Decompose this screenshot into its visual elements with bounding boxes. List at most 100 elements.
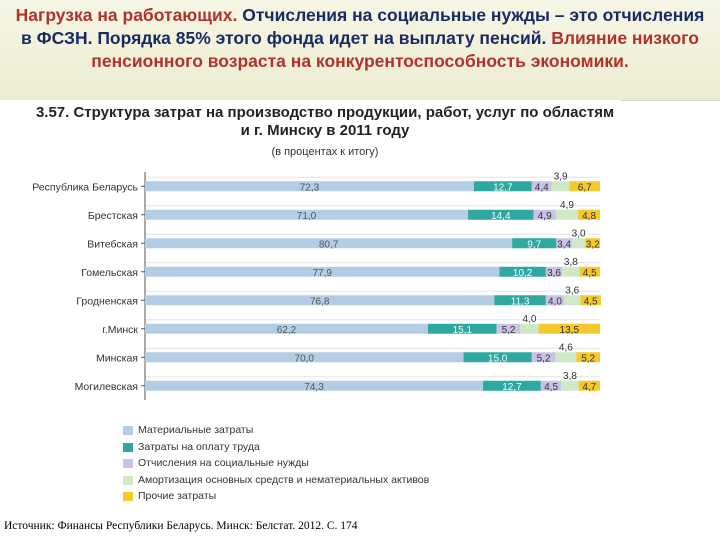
bar-segment [468, 209, 534, 220]
data-label: 80,7 [319, 239, 339, 250]
data-label: 3,8 [563, 371, 577, 382]
data-label: 4,9 [560, 200, 574, 211]
slide-header [0, 0, 720, 101]
data-label: 72,3 [300, 182, 320, 193]
bar-segment [428, 323, 497, 334]
bar-segment [538, 323, 600, 334]
bar-segment [571, 238, 586, 249]
bar-segment [545, 266, 563, 277]
legend-item: Затраты на оплату труда [123, 439, 543, 456]
bar-segment [578, 380, 600, 391]
legend-swatch [123, 442, 133, 452]
bar-segment [494, 295, 546, 306]
chart-title: 3.57. Структура затрат на производство п… [35, 104, 615, 139]
bar-segment [512, 238, 557, 249]
data-label: 4,6 [559, 342, 573, 353]
category-label: Витебская [87, 238, 138, 250]
data-label: 4,9 [538, 211, 552, 222]
bar-segment [545, 295, 565, 306]
bar-segment [551, 181, 570, 192]
bar-segment [520, 323, 539, 334]
category-label: Брестская [88, 210, 138, 222]
legend-swatch [123, 475, 133, 485]
data-label: 3,4 [557, 239, 571, 250]
bar-segment [533, 209, 556, 220]
category-label: Могилевская [75, 381, 138, 393]
bar-segment [562, 266, 580, 277]
data-label: 9,7 [527, 239, 541, 250]
bar-segment [531, 181, 552, 192]
bar-segment [145, 266, 500, 277]
bar-segment [561, 380, 579, 391]
bar-segment [483, 380, 541, 391]
data-label: 14,4 [491, 211, 511, 222]
bar-segment [499, 266, 546, 277]
bar-segment [580, 295, 601, 306]
bar-segment [569, 181, 600, 192]
chart-panel [0, 100, 620, 518]
data-label: 5,2 [581, 353, 595, 364]
legend-item: Отчисления на социальные нужды [123, 455, 543, 472]
bar-segment [145, 238, 513, 249]
data-label: 5,2 [502, 325, 516, 336]
data-label: 3,9 [554, 171, 568, 182]
data-label: 6,7 [578, 182, 592, 193]
data-label: 3,8 [564, 257, 578, 268]
bar-segment [496, 323, 521, 334]
data-label: 62,2 [277, 325, 297, 336]
category-label: Минская [96, 352, 138, 364]
bar-segment [576, 352, 600, 363]
slide-title-tail: Влияние низкого пенсионного возраста на … [91, 28, 699, 71]
data-label: 4,8 [582, 211, 596, 222]
bar-segment [463, 352, 532, 363]
bar-segment [556, 238, 572, 249]
legend-swatch [123, 426, 133, 435]
data-label: 3,6 [565, 285, 579, 296]
bar-segment [579, 266, 600, 277]
data-label: 15,1 [453, 325, 473, 336]
bar-segment [473, 181, 532, 192]
data-label: 3,2 [586, 239, 600, 250]
slide-title: Нагрузка на работающих. Отчисления на со… [14, 4, 706, 73]
bar-segment [145, 181, 474, 192]
data-label: 11,3 [511, 296, 530, 307]
legend-label: Отчисления на социальные нужды [138, 457, 309, 469]
data-label: 4,0 [523, 314, 537, 325]
data-label: 5,2 [537, 353, 551, 364]
legend-swatch [123, 459, 133, 468]
bar-segment [578, 209, 600, 220]
data-label: 77,9 [312, 268, 332, 279]
data-label: 12,7 [493, 182, 513, 193]
bar-segment [585, 238, 600, 249]
data-label: 4,4 [535, 182, 549, 193]
data-label: 10,2 [513, 268, 533, 279]
bar-segment [555, 352, 577, 363]
slide-title-highlight: Нагрузка на работающих. [15, 5, 238, 25]
data-label: 4,5 [583, 268, 597, 279]
data-label: 70,0 [295, 353, 315, 364]
data-label: 4,5 [544, 382, 558, 393]
chart-subtitle: (в процентах к итогу) [271, 146, 379, 158]
bar-segment [145, 352, 464, 363]
data-label: 74,3 [304, 382, 324, 393]
category-label: Гомельская [81, 267, 138, 279]
bar-segment [145, 380, 484, 391]
bar-segment [531, 352, 556, 363]
bar-segment [555, 209, 579, 220]
legend-item: Материальные затраты [123, 422, 543, 439]
data-label: 76,8 [310, 296, 330, 307]
data-label: 4,0 [548, 296, 562, 307]
data-label: 3,6 [547, 268, 561, 279]
category-label: Гродненская [76, 295, 138, 307]
data-label: 4,5 [584, 296, 598, 307]
data-label: 13,5 [560, 325, 580, 336]
data-label: 4,7 [582, 382, 596, 393]
slide-title-body: Отчисления на социальные нужды – это отч… [21, 5, 705, 48]
legend-swatch [123, 492, 133, 501]
legend-label: Материальные затраты [138, 424, 254, 436]
bar-segment [145, 323, 429, 334]
chart-legend: Материальные затраты Затраты на оплату тр… [123, 422, 543, 505]
category-label: г.Минск [102, 324, 138, 336]
bar-segment [564, 295, 581, 306]
